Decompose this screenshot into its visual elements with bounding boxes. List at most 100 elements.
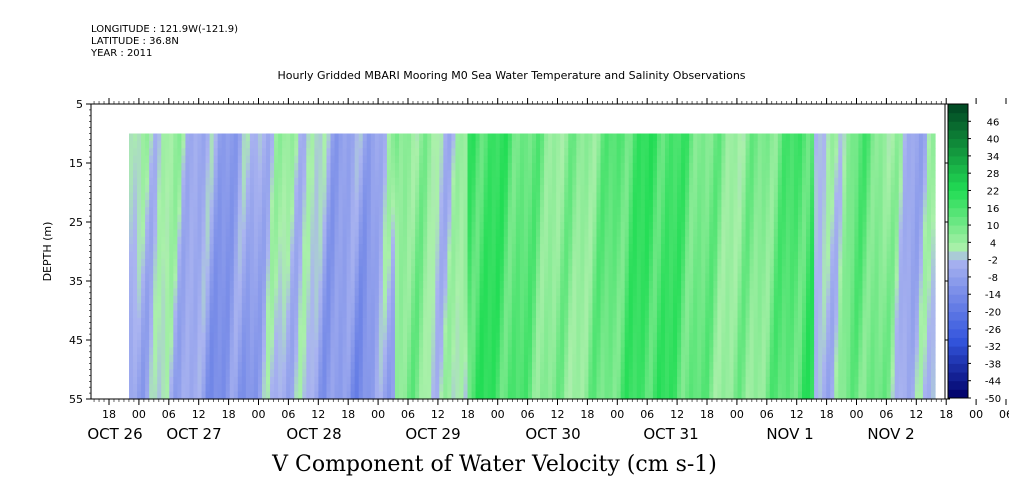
heatmap-cell — [439, 185, 444, 194]
heatmap-cell — [157, 317, 162, 326]
heatmap-cell — [475, 163, 481, 171]
heatmap-cell — [455, 347, 461, 356]
heatmap-cell — [330, 170, 336, 179]
heatmap-cell — [669, 354, 674, 363]
heatmap-cell — [306, 391, 311, 400]
heatmap-cell — [548, 340, 553, 348]
heatmap-cell — [624, 222, 630, 230]
heatmap-cell — [660, 310, 666, 319]
heatmap-cell — [346, 340, 352, 348]
heatmap-cell — [471, 273, 477, 282]
heatmap-cell — [556, 251, 561, 260]
heatmap-cell — [596, 266, 602, 275]
heatmap-cell — [177, 310, 182, 319]
heatmap-cell — [447, 310, 452, 319]
heatmap-cell — [511, 236, 517, 245]
heatmap-cell — [286, 222, 291, 230]
heatmap-cell — [435, 163, 440, 171]
heatmap-cell — [447, 148, 452, 157]
heatmap-cell — [266, 229, 271, 238]
heatmap-cell — [205, 148, 211, 157]
heatmap-cell — [471, 192, 477, 201]
heatmap-cell — [253, 244, 259, 253]
heatmap-cell — [165, 170, 170, 179]
heatmap-cell — [173, 244, 178, 253]
heatmap-cell — [249, 340, 255, 348]
heatmap-cell — [507, 362, 513, 371]
heatmap-cell — [217, 163, 223, 171]
heatmap-cell — [515, 317, 521, 326]
heatmap-cell — [576, 391, 581, 400]
heatmap-cell — [278, 177, 283, 186]
heatmap-cell — [677, 192, 682, 201]
heatmap-cell — [217, 229, 223, 238]
heatmap-cell — [374, 281, 380, 289]
heatmap-cell — [278, 244, 283, 253]
heatmap-cell — [137, 310, 142, 319]
heatmap-cell — [592, 303, 598, 312]
heatmap-cell — [411, 347, 416, 356]
heatmap-cell — [189, 199, 195, 208]
heatmap-cell — [173, 185, 178, 194]
heatmap-cell — [419, 369, 424, 378]
heatmap-cell — [636, 185, 642, 194]
heatmap-cell — [556, 207, 561, 216]
heatmap-cell — [427, 273, 432, 282]
heatmap-cell — [169, 185, 174, 194]
heatmap-cell — [358, 236, 364, 245]
heatmap-cell — [286, 295, 291, 304]
heatmap-cell — [257, 229, 263, 238]
heatmap-cell — [564, 148, 569, 157]
heatmap-cell — [362, 362, 368, 371]
heatmap-cell — [592, 199, 598, 208]
heatmap-cell — [580, 332, 585, 341]
heatmap-cell — [584, 155, 590, 164]
heatmap-cell — [386, 185, 392, 194]
heatmap-cell — [237, 332, 243, 341]
heatmap-cell — [483, 288, 489, 297]
heatmap-cell — [636, 236, 642, 245]
heatmap-cell — [165, 384, 170, 393]
heatmap-cell — [652, 303, 658, 312]
heatmap-cell — [415, 347, 420, 356]
heatmap-cell — [394, 295, 400, 304]
heatmap-cell — [443, 236, 448, 245]
heatmap-cell — [620, 170, 626, 179]
heatmap-cell — [536, 347, 541, 356]
heatmap-cell — [390, 258, 396, 267]
heatmap-cell — [511, 362, 517, 371]
heatmap-cell — [241, 332, 247, 341]
heatmap-cell — [201, 229, 207, 238]
heatmap-cell — [415, 273, 420, 282]
heatmap-cell — [350, 266, 356, 275]
heatmap-cell — [483, 163, 489, 171]
heatmap-cell — [229, 347, 235, 356]
heatmap-cell — [157, 391, 162, 400]
heatmap-cell — [266, 288, 271, 297]
heatmap-cell — [640, 273, 646, 282]
heatmap-cell — [479, 317, 485, 326]
heatmap-cell — [499, 303, 505, 312]
heatmap-cell — [471, 185, 477, 194]
heatmap-cell — [463, 148, 469, 157]
heatmap-cell — [588, 185, 594, 194]
heatmap-cell — [358, 199, 364, 208]
heatmap-cell — [137, 148, 142, 157]
heatmap-cell — [129, 266, 134, 275]
heatmap-cell — [326, 384, 332, 393]
heatmap-cell — [411, 199, 416, 208]
heatmap-cell — [278, 295, 283, 304]
heatmap-cell — [685, 155, 690, 164]
heatmap-cell — [572, 251, 577, 260]
heatmap-cell — [632, 354, 638, 363]
heatmap-cell — [189, 163, 195, 171]
heatmap-cell — [193, 222, 199, 230]
heatmap-cell — [185, 214, 191, 223]
heatmap-cell — [544, 281, 549, 289]
heatmap-cell — [447, 317, 452, 326]
heatmap-cell — [270, 163, 275, 171]
heatmap-cell — [507, 199, 513, 208]
heatmap-cell — [664, 340, 670, 348]
heatmap-cell — [580, 170, 585, 179]
heatmap-cell — [362, 207, 368, 216]
